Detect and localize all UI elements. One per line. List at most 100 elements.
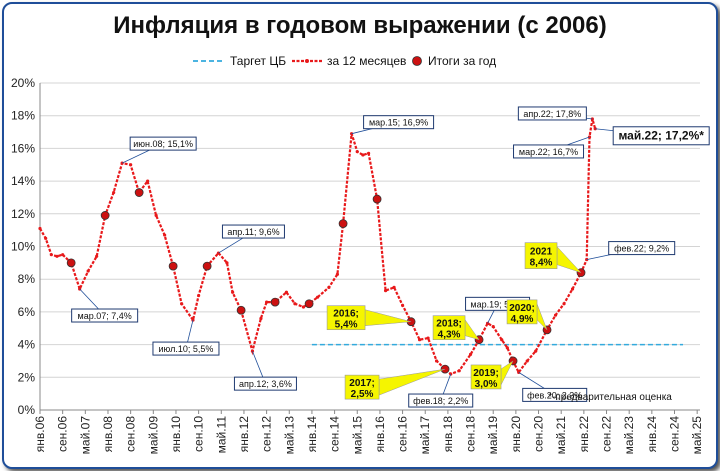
annual-callout: 2017;2,5%: [344, 368, 446, 400]
legend-annual-label: Итоги за год: [428, 54, 496, 68]
y-tick-label: 16%: [11, 141, 35, 155]
x-tick-label: янв.16: [373, 416, 387, 453]
x-tick-label: май.09: [146, 416, 160, 455]
annual-result-point: [66, 258, 76, 268]
point-callout: мар.22; 16,7%: [513, 136, 590, 159]
y-tick-label: 0%: [18, 403, 36, 417]
series-point: [426, 336, 430, 340]
series-point: [86, 269, 90, 273]
series-point: [392, 285, 396, 289]
series-point: [49, 253, 53, 257]
callout-box: [608, 241, 676, 256]
series-point: [500, 338, 504, 342]
callout-pointer: [536, 303, 548, 331]
annual-callout: 2019;3,0%: [470, 360, 514, 390]
series-point: [534, 349, 538, 353]
x-tick-label: янв.06: [33, 416, 47, 453]
y-tick-label: 18%: [11, 109, 35, 123]
y-tick-label: 10%: [11, 240, 35, 254]
callout-label: апр.12; 3,6%: [239, 379, 292, 389]
annual-callout: 2020;4,9%: [506, 299, 548, 331]
callout-pointer: [500, 360, 514, 386]
annual-callout: 2018;4,3%: [432, 315, 480, 341]
series-point: [587, 135, 592, 139]
point-callout: июл.10; 5,5%: [152, 319, 220, 356]
callout-box: [221, 224, 285, 239]
callout-label: мар.15; 16,9%: [369, 118, 428, 128]
y-tick-label: 6%: [18, 305, 36, 319]
callout-value: 4,3%: [438, 330, 461, 341]
callout-box: [513, 144, 585, 159]
series-point: [468, 352, 473, 357]
point-callout: мар.07; 7,4%: [71, 288, 139, 323]
x-tick-label: май.17: [418, 416, 432, 455]
legend-series-label: за 12 месяцев: [327, 54, 406, 68]
series-point: [293, 302, 297, 306]
series-point: [361, 153, 365, 157]
x-tick-label: май.21: [554, 416, 568, 455]
annual-result-point: [100, 211, 110, 220]
y-tick-label: 8%: [18, 272, 36, 286]
annual-result-point: [372, 194, 382, 204]
series-point: [553, 313, 558, 317]
callout-pointer: [464, 318, 480, 341]
callout-box: [517, 106, 587, 121]
x-tick-label: май.07: [78, 416, 92, 455]
annual-result-point: [304, 299, 314, 309]
series-point: [38, 226, 42, 231]
series-point: [55, 254, 59, 258]
annual-callout: 2016;5,4%: [326, 305, 412, 331]
point-callout: фев.20; 2,3%: [518, 372, 588, 402]
annual-result-point: [270, 297, 280, 307]
callout-year: 2020;: [509, 303, 535, 314]
series-point: [505, 346, 509, 350]
legend-series-marker: [305, 59, 309, 63]
annual-result-point: [168, 261, 178, 271]
series-point: [154, 213, 158, 218]
series-point: [366, 151, 371, 155]
callout-box: [363, 115, 435, 130]
series-point: [301, 305, 306, 309]
callout-box: [344, 374, 380, 400]
annual-result-point: [202, 261, 212, 271]
callout-box: [524, 242, 558, 269]
callout-label: фев.22; 9,2%: [614, 244, 669, 254]
series-point: [327, 285, 331, 289]
x-tick-label: сен.06: [56, 416, 70, 452]
callout-label: июн.08; 15,1%: [133, 139, 193, 149]
series-point: [434, 359, 439, 363]
series-point: [590, 117, 594, 121]
series-point: [491, 325, 495, 329]
callout-box: [326, 305, 366, 331]
callout-label: июл.10; 5,5%: [159, 344, 214, 354]
x-tick-label: сен.14: [328, 416, 342, 452]
callout-box: [612, 126, 710, 146]
series-point: [129, 163, 133, 167]
series-point: [265, 300, 269, 304]
series-point: [284, 290, 289, 294]
callout-value: 3,0%: [475, 379, 498, 390]
x-tick-label: сен.08: [124, 416, 138, 452]
x-tick-label: янв.14: [305, 416, 319, 453]
callout-year: 2018;: [436, 319, 462, 330]
legend-annual-marker: [412, 56, 422, 66]
callout-value: 5,4%: [335, 320, 358, 331]
series-point: [355, 150, 359, 154]
y-tick-label: 14%: [11, 174, 35, 188]
series-point: [335, 272, 340, 276]
callout-box: [233, 376, 297, 391]
callout-box: [470, 364, 502, 390]
series-point: [525, 359, 529, 363]
point-callout: июн.08; 15,1%: [121, 136, 197, 164]
x-tick-label: янв.18: [441, 416, 455, 453]
series-point: [112, 190, 116, 195]
callout-label: мар.22; 16,7%: [519, 147, 578, 157]
series-point: [44, 236, 48, 240]
series-point: [61, 253, 65, 257]
callout-year: 2021: [530, 247, 553, 258]
x-tick-label: май.15: [350, 416, 364, 455]
x-tick-label: янв.10: [169, 416, 183, 453]
series-point: [180, 302, 184, 306]
callout-label: май.22; 17,2%*: [618, 128, 704, 142]
callout-pointer: [556, 246, 582, 273]
